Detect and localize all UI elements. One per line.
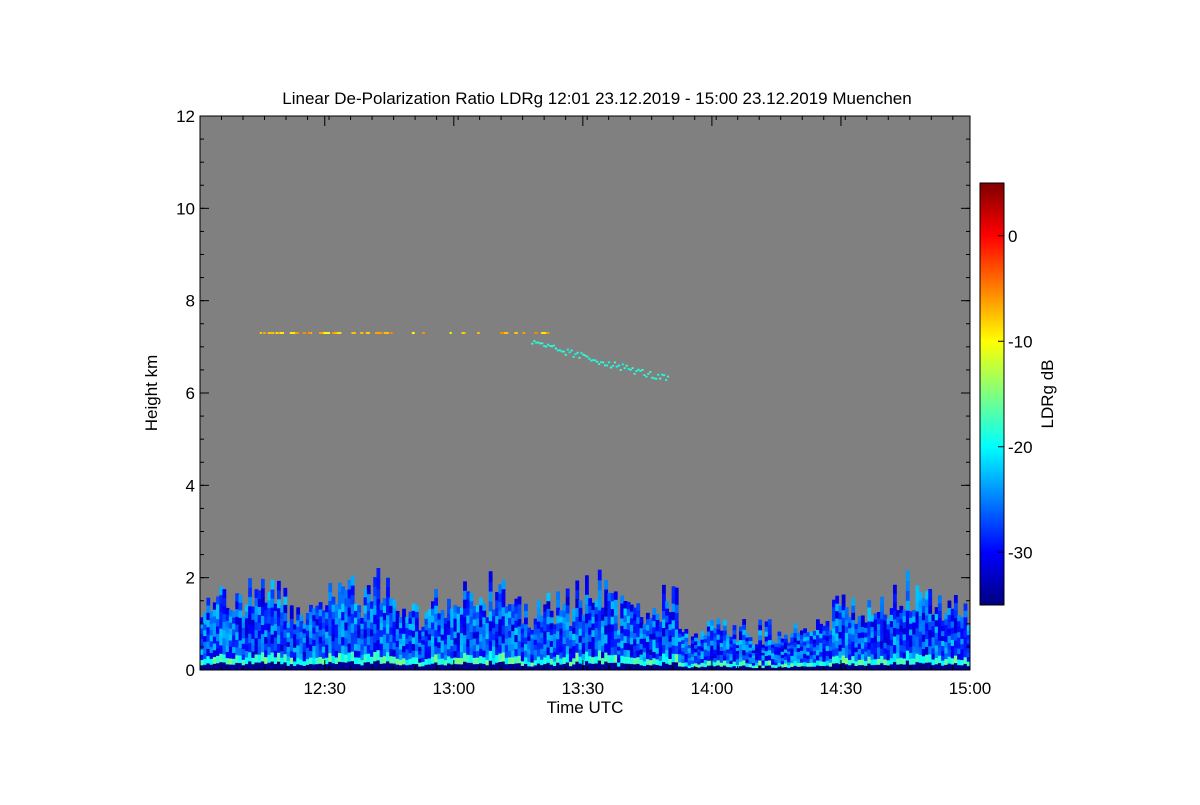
x-tick-label: 13:00 [433, 679, 476, 698]
y-axis: 0 2 4 6 8 10 12 [176, 107, 970, 680]
x-axis: 12:30 13:00 13:30 14:00 14:30 15:00 [199, 116, 992, 698]
colorbar-ticks: 0 -10 -20 -30 [998, 227, 1033, 562]
y-axis-label: Height km [142, 355, 161, 432]
x-tick-label: 12:30 [303, 679, 346, 698]
y-tick-label: 2 [186, 569, 195, 588]
y-tick-label: 4 [186, 476, 195, 495]
heatmap-feature [200, 568, 970, 670]
heatmap-feature [259, 331, 550, 334]
colorbar-tick-label: -30 [1008, 543, 1033, 562]
x-tick-label: 14:00 [691, 679, 734, 698]
chart-title: Linear De-Polarization Ratio LDRg 12:01 … [282, 89, 911, 108]
heatmap-features [200, 331, 970, 670]
x-tick-label: 14:30 [820, 679, 863, 698]
y-tick-label: 10 [176, 199, 195, 218]
y-tick-label: 6 [186, 384, 195, 403]
colorbar [979, 182, 1005, 606]
y-tick-label: 0 [186, 661, 195, 680]
y-tick-label: 12 [176, 107, 195, 126]
y-tick-label: 8 [186, 292, 195, 311]
x-axis-label: Time UTC [547, 698, 624, 717]
x-tick-label: 13:30 [562, 679, 605, 698]
colorbar-label: LDRg dB [1038, 360, 1057, 429]
colorbar-tick-label: -10 [1008, 332, 1033, 351]
x-tick-label: 15:00 [949, 679, 992, 698]
heatmap-feature [531, 340, 670, 381]
colorbar-tick-label: -20 [1008, 438, 1033, 457]
colorbar-tick-label: 0 [1008, 227, 1017, 246]
